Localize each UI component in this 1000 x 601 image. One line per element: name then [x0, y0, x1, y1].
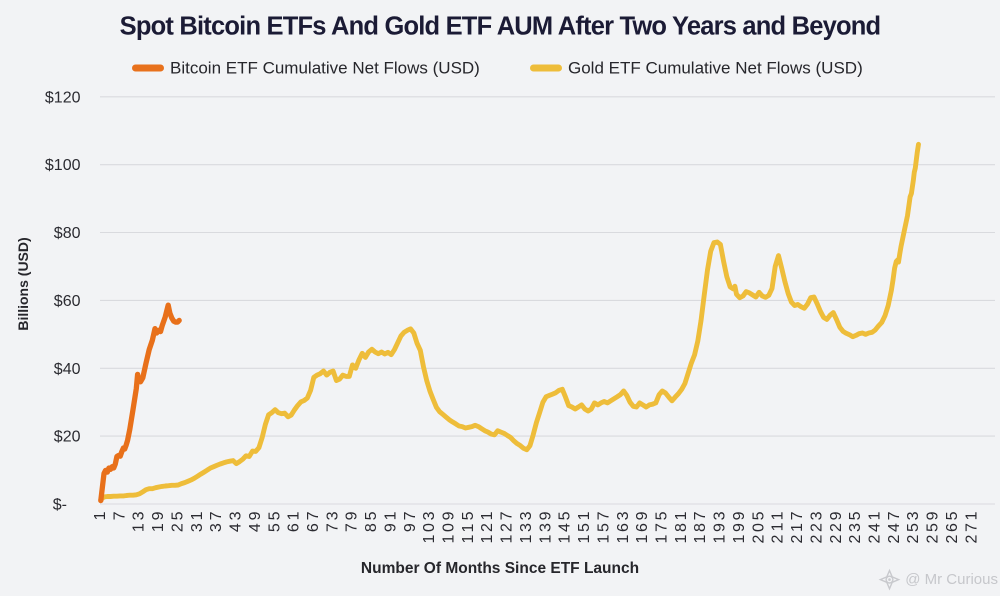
svg-text:253: 253 [905, 511, 922, 543]
svg-text:$40: $40 [54, 361, 81, 378]
svg-text:$60: $60 [54, 293, 81, 310]
svg-text:109: 109 [441, 511, 458, 543]
svg-text:Number Of Months Since ETF Lau: Number Of Months Since ETF Launch [361, 560, 639, 577]
svg-text:$100: $100 [45, 157, 81, 174]
svg-text:Billions (USD): Billions (USD) [15, 237, 31, 330]
svg-text:193: 193 [712, 511, 729, 543]
svg-text:163: 163 [615, 511, 632, 543]
svg-text:241: 241 [867, 511, 884, 543]
svg-text:Spot Bitcoin ETFs And Gold ETF: Spot Bitcoin ETFs And Gold ETF AUM After… [120, 13, 881, 41]
svg-text:247: 247 [886, 511, 903, 543]
svg-text:115: 115 [460, 511, 477, 543]
svg-text:@ Mr Curious: @ Mr Curious [905, 571, 998, 588]
svg-text:151: 151 [576, 511, 593, 543]
svg-text:199: 199 [731, 511, 748, 543]
svg-text:103: 103 [421, 511, 438, 543]
svg-text:205: 205 [750, 511, 767, 543]
svg-text:271: 271 [963, 511, 980, 543]
svg-text:181: 181 [673, 511, 690, 543]
svg-text:259: 259 [925, 511, 942, 543]
svg-text:$120: $120 [45, 89, 81, 106]
svg-text:139: 139 [537, 511, 554, 543]
svg-text:1: 1 [92, 511, 109, 520]
svg-text:127: 127 [499, 511, 516, 543]
svg-text:$80: $80 [54, 225, 81, 242]
svg-text:157: 157 [595, 511, 612, 543]
svg-text:229: 229 [828, 511, 845, 543]
svg-text:$-: $- [53, 497, 67, 514]
svg-text:Bitcoin ETF Cumulative Net Flo: Bitcoin ETF Cumulative Net Flows (USD) [170, 59, 480, 78]
svg-text:187: 187 [692, 511, 709, 543]
svg-text:217: 217 [789, 511, 806, 543]
svg-text:Gold ETF Cumulative Net Flows: Gold ETF Cumulative Net Flows (USD) [568, 59, 863, 78]
svg-text:$20: $20 [54, 429, 81, 446]
svg-text:133: 133 [518, 511, 535, 543]
svg-text:175: 175 [654, 511, 671, 543]
svg-text:211: 211 [770, 511, 787, 543]
svg-text:265: 265 [944, 511, 961, 543]
svg-text:223: 223 [808, 511, 825, 543]
svg-text:235: 235 [847, 511, 864, 543]
svg-text:121: 121 [479, 511, 496, 543]
svg-text:145: 145 [557, 511, 574, 543]
svg-text:7: 7 [111, 511, 128, 520]
svg-text:169: 169 [634, 511, 651, 543]
